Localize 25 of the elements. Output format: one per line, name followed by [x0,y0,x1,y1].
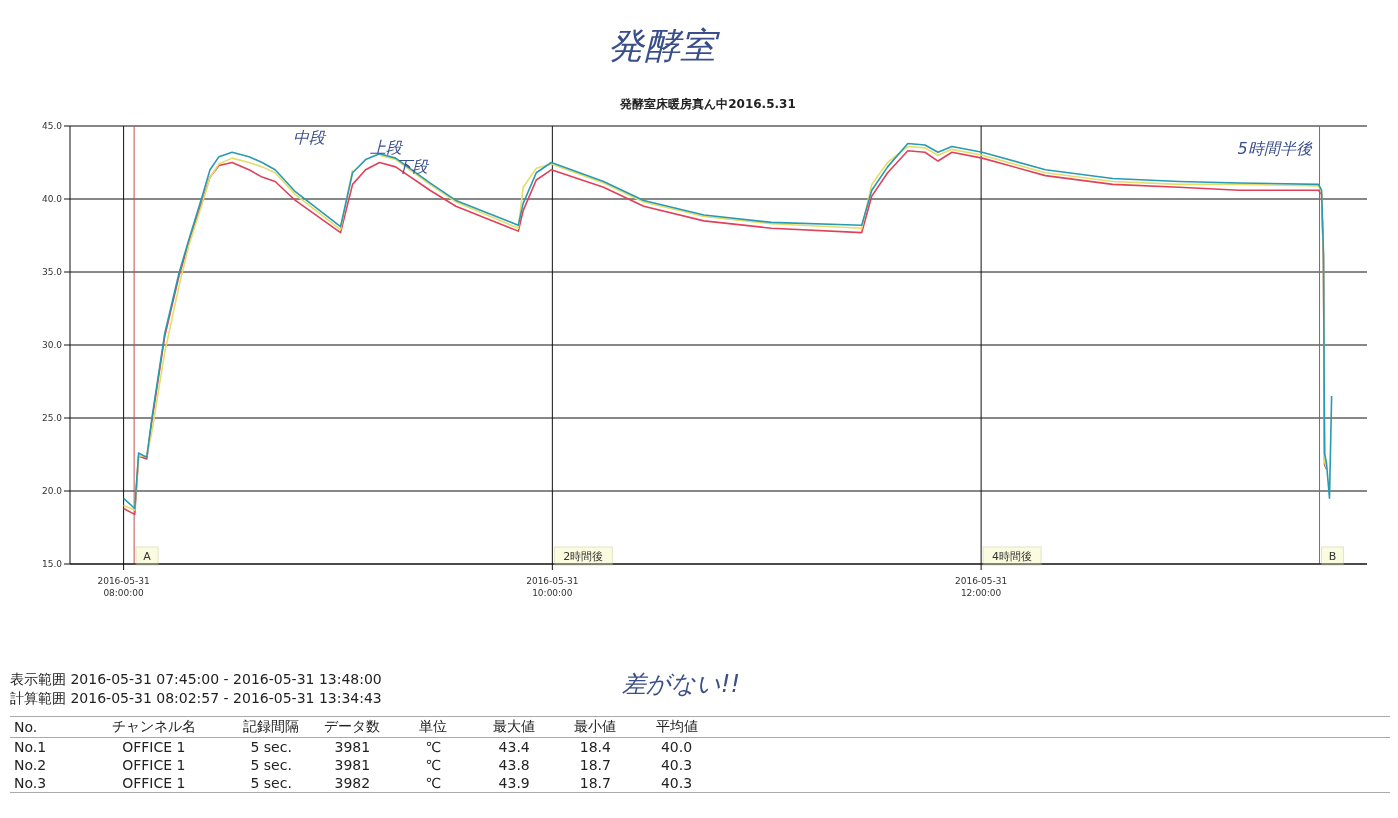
ref-line-label: 4時間後 [992,550,1033,563]
text: No.3 OFFICE 1 5 sec. 3982 ℃ 43.9 18.7 40.3 [14,775,693,791]
y-tick-label: 20.0 [41,486,63,497]
y-tick-label: 35.0 [41,267,63,278]
ref-line-label: B [1328,550,1337,563]
x-tick-label: 2016-05-31 12:00:00 [954,576,1008,598]
y-tick-label: 25.0 [41,413,63,424]
text: 計算範囲 2016-05-31 08:02:57 - 2016-05-31 13:34:43 [10,689,382,708]
chart-title: 発酵室床暖房真ん中2016.5.31 [619,96,797,113]
y-tick-label: 15.0 [41,559,63,570]
x-tick-label: 2016-05-31 10:00:00 [526,576,579,598]
ref-line-label: 2時間後 [563,550,604,563]
y-tick-label: 45.0 [41,121,63,132]
text: No.1 OFFICE 1 5 sec. 3981 ℃ 43.4 18.4 40.0 [14,739,693,755]
ref-line-label: A [143,550,152,563]
text: No.2 OFFICE 1 5 sec. 3981 ℃ 43.8 18.7 40.3 [14,757,693,773]
y-tick-label: 30.0 [41,340,63,351]
annotation: 上段 [369,137,404,157]
y-tick-label: 40.0 [41,194,63,205]
text: No. チャンネル名 記録間隔 データ数 単位 最大値 最小値 平均値 [14,718,698,735]
annotation: 5時間半後 [1237,139,1313,159]
text: 差がない!! [621,669,741,700]
x-tick-label: 2016-05-31 08:00:00 [97,576,150,598]
text: 表示範囲 2016-05-31 07:45:00 - 2016-05-31 13:48:00 [10,670,382,689]
annotation: 中段 [292,127,327,147]
